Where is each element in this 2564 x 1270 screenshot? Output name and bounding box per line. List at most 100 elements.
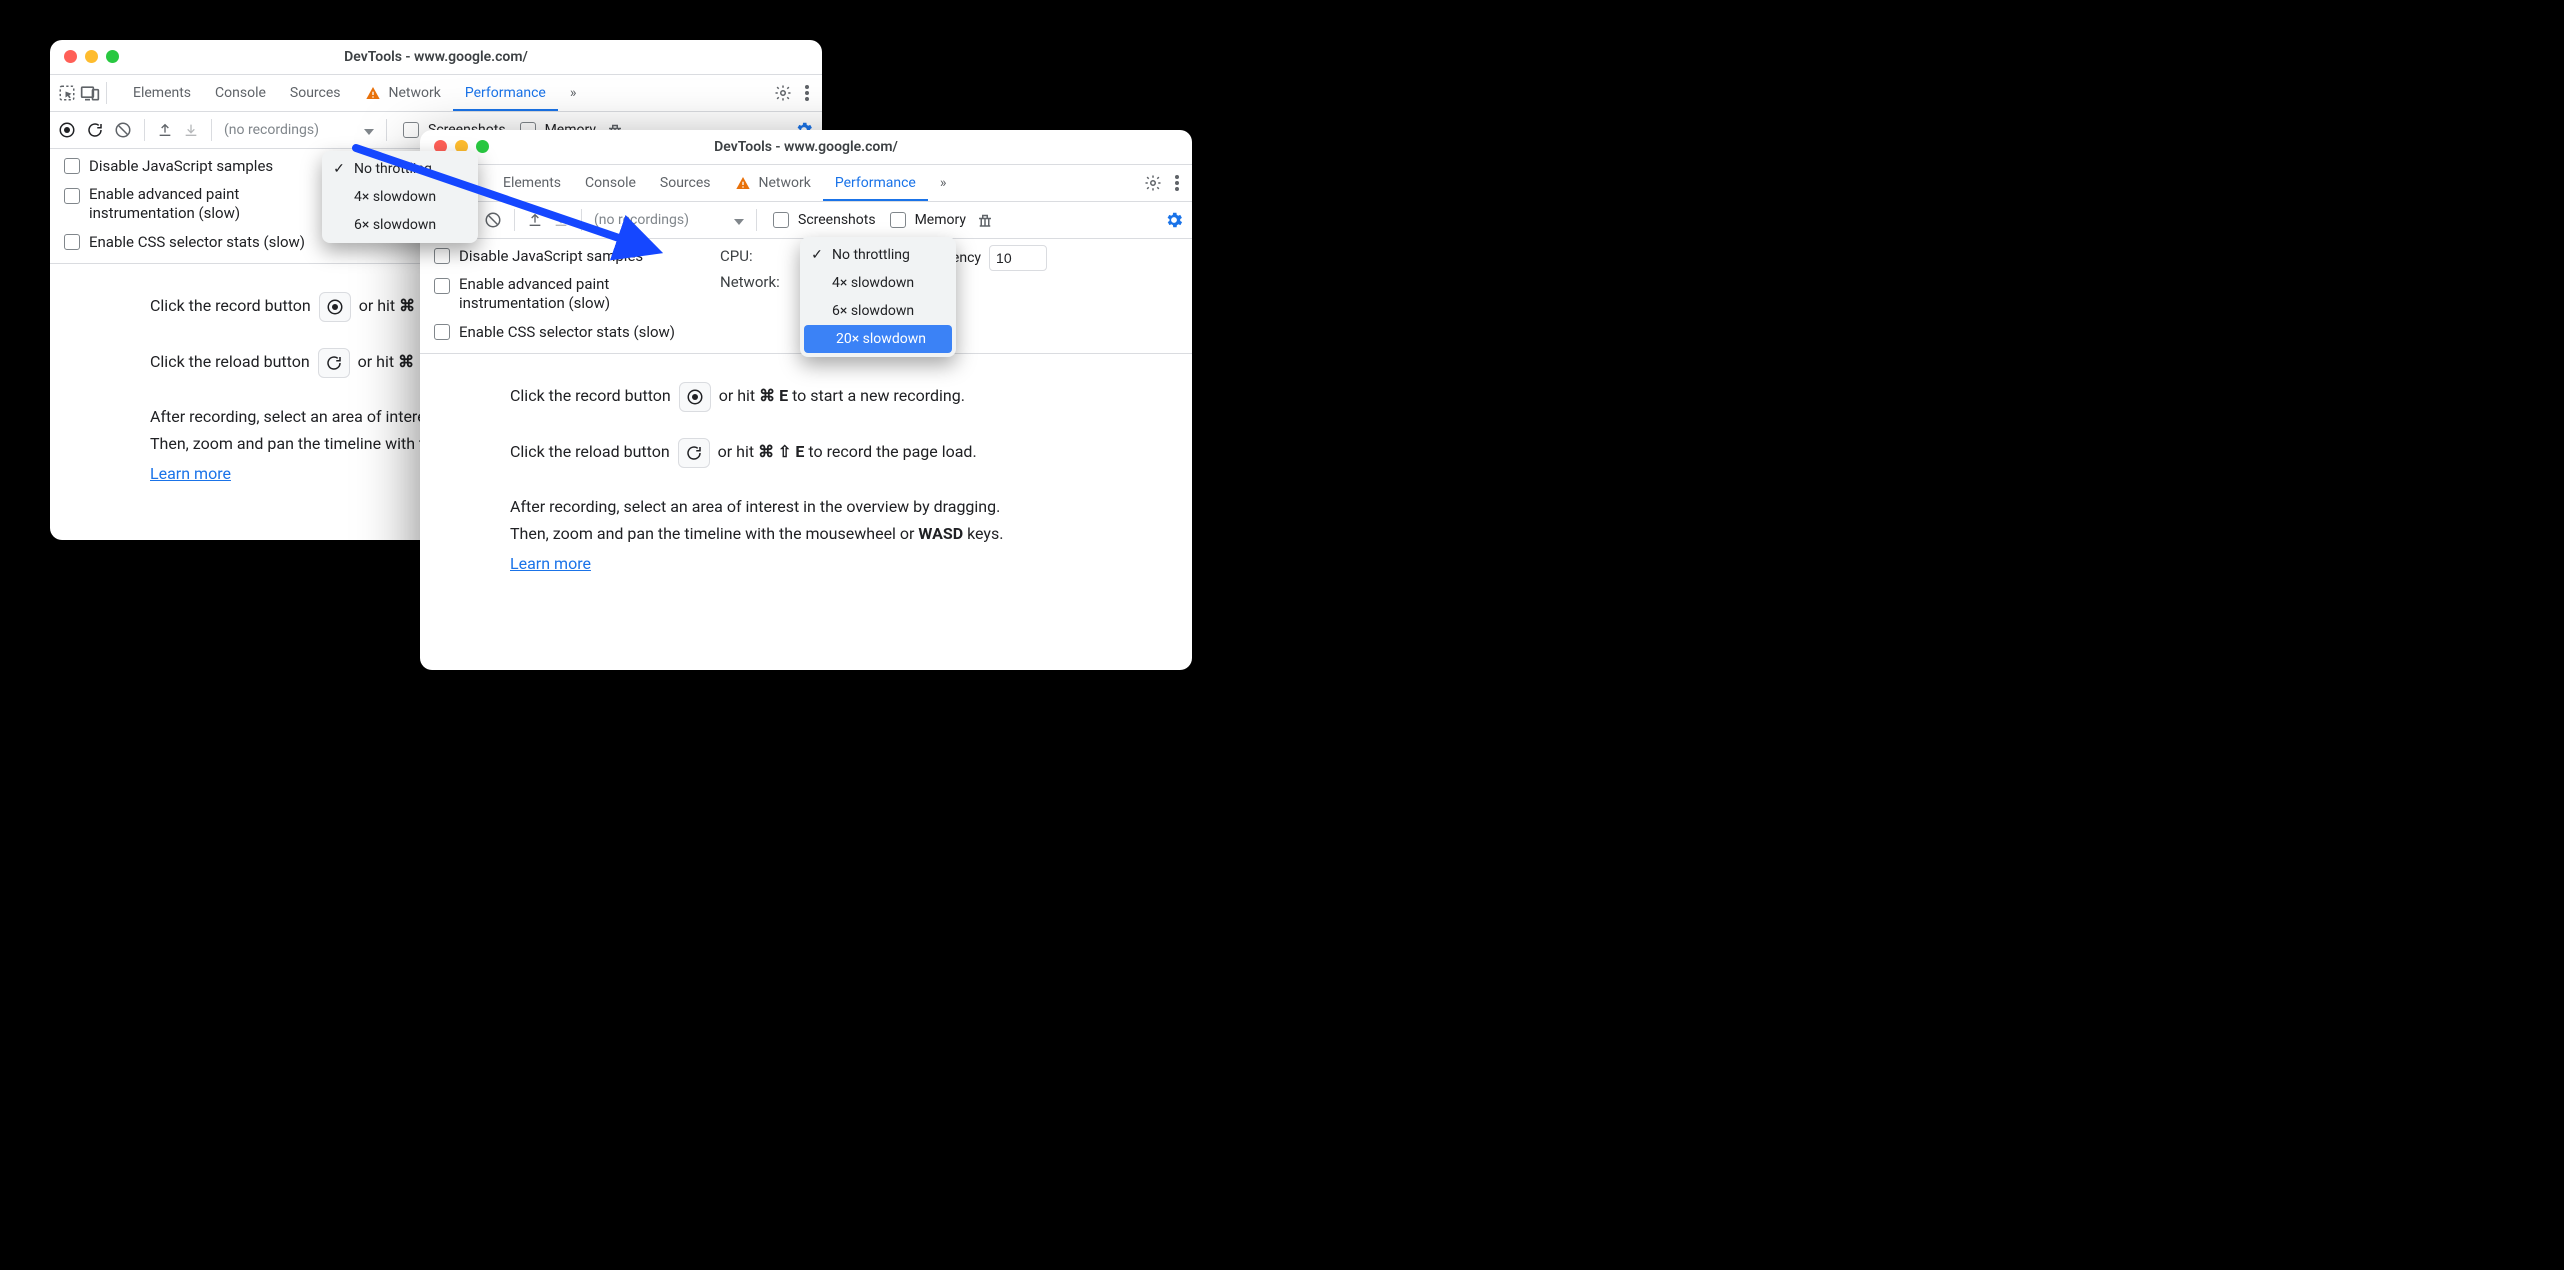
css-stats-label: Enable CSS selector stats (slow) (89, 233, 305, 251)
download-icon[interactable] (183, 121, 199, 139)
adv-paint-checkbox[interactable]: Enable advanced paint instrumentation (s… (430, 275, 690, 313)
adv-paint-input[interactable] (64, 188, 80, 204)
clear-icon[interactable] (114, 121, 132, 139)
hw-value-input[interactable] (989, 245, 1047, 271)
memory-input[interactable] (890, 212, 906, 228)
reload-button-inline[interactable] (678, 438, 710, 468)
hint-drag: After recording, select an area of inter… (510, 494, 1168, 520)
tab-elements[interactable]: Elements (491, 165, 573, 201)
recordings-label: (no recordings) (594, 212, 705, 228)
caret-down-icon (364, 121, 374, 139)
inspect-icon[interactable] (58, 84, 76, 102)
css-stats-checkbox[interactable]: Enable CSS selector stats (slow) (430, 321, 690, 343)
hint-record: Click the record button or hit ⌘ E to st… (510, 382, 1168, 412)
download-icon[interactable] (553, 211, 569, 229)
tab-sources[interactable]: Sources (648, 165, 723, 201)
upload-icon[interactable] (527, 211, 543, 229)
cpu-menu-item-label: 6× slowdown (832, 303, 914, 319)
cpu-menu-item[interactable]: 6× slowdown (322, 211, 478, 239)
kbd-reload: ⌘ ⇧ E (758, 442, 804, 461)
tab-network[interactable]: Network (723, 165, 823, 201)
zoom-icon[interactable] (476, 140, 489, 153)
titlebar[interactable]: DevTools - www.google.com/ (50, 40, 822, 75)
tab-performance[interactable]: Performance (453, 75, 558, 111)
tab-console[interactable]: Console (203, 75, 278, 111)
cpu-label: CPU: (720, 247, 780, 265)
tab-performance[interactable]: Performance (823, 165, 928, 201)
close-icon[interactable] (64, 50, 77, 63)
tab-more[interactable]: » (558, 75, 589, 111)
minimize-icon[interactable] (85, 50, 98, 63)
screenshots-input[interactable] (403, 122, 419, 138)
settings-icon[interactable] (1144, 174, 1162, 192)
tab-network-label: Network (759, 165, 811, 201)
caret-down-icon (734, 211, 744, 229)
window-title: DevTools - www.google.com/ (420, 139, 1192, 155)
cpu-menu-item[interactable]: ✓No throttling (322, 155, 478, 183)
devtools-tabbar: Elements Console Sources Network Perform… (50, 75, 822, 112)
tab-sources[interactable]: Sources (278, 75, 353, 111)
learn-more-link[interactable]: Learn more (150, 464, 231, 483)
adv-paint-input[interactable] (434, 278, 450, 294)
css-stats-label: Enable CSS selector stats (slow) (459, 323, 675, 341)
cpu-menu-item-label: 6× slowdown (354, 217, 436, 233)
recordings-select[interactable]: (no recordings) (594, 212, 744, 228)
tab-console[interactable]: Console (573, 165, 648, 201)
screenshots-checkbox[interactable]: Screenshots (769, 209, 876, 231)
tab-network[interactable]: Network (353, 75, 453, 111)
adv-paint-label: Enable advanced paint instrumentation (s… (459, 275, 659, 313)
performance-toolbar: (no recordings) Screenshots Memory (420, 202, 1192, 239)
separator (386, 119, 387, 141)
disable-js-input[interactable] (434, 248, 450, 264)
separator (581, 209, 582, 231)
cpu-menu-item[interactable]: 4× slowdown (322, 183, 478, 211)
check-icon: ✓ (810, 247, 824, 263)
learn-more-link[interactable]: Learn more (510, 554, 591, 573)
clear-icon[interactable] (484, 211, 502, 229)
reload-button-inline[interactable] (318, 348, 350, 378)
record-button-inline[interactable] (679, 382, 711, 412)
warning-icon (365, 85, 381, 101)
devtools-tabbar: Elements Console Sources Network Perform… (420, 165, 1192, 202)
hint-wasd: Then, zoom and pan the timeline with the… (510, 521, 1168, 547)
css-stats-input[interactable] (64, 234, 80, 250)
reload-icon[interactable] (86, 121, 104, 139)
record-button-inline[interactable] (319, 292, 351, 322)
recordings-label: (no recordings) (224, 122, 335, 138)
cpu-menu-item[interactable]: ✓ No throttling (800, 241, 956, 269)
garbage-collect-icon[interactable] (976, 211, 994, 229)
cpu-throttling-menu[interactable]: ✓ No throttling 4× slowdown 6× slowdown 20× … (800, 237, 956, 357)
adv-paint-checkbox[interactable]: Enable advanced paint instrumentation (s… (60, 185, 310, 223)
record-icon[interactable] (58, 121, 76, 139)
settings-icon[interactable] (774, 84, 792, 102)
cpu-throttling-menu[interactable]: ✓No throttling4× slowdown 6× slowdown (322, 151, 478, 243)
titlebar[interactable]: DevTools - www.google.com/ (420, 130, 1192, 165)
disable-js-checkbox[interactable]: Disable JavaScript samples (430, 245, 690, 267)
zoom-icon[interactable] (106, 50, 119, 63)
screenshots-input[interactable] (773, 212, 789, 228)
cpu-menu-item[interactable]: 4× slowdown (800, 269, 956, 297)
empty-state: Click the record button or hit ⌘ E to st… (420, 354, 1192, 613)
network-label: Network: (720, 273, 780, 291)
disable-js-input[interactable] (64, 158, 80, 174)
disable-js-checkbox[interactable]: Disable JavaScript samples (60, 155, 310, 177)
kebab-menu-icon[interactable] (1174, 174, 1180, 192)
css-stats-input[interactable] (434, 324, 450, 340)
memory-checkbox[interactable]: Memory (886, 209, 966, 231)
cpu-menu-item-label: 20× slowdown (836, 331, 926, 347)
recordings-select[interactable]: (no recordings) (224, 122, 374, 138)
tab-more[interactable]: » (928, 165, 959, 201)
cpu-menu-item-label: No throttling (832, 247, 910, 263)
device-toolbar-icon[interactable] (80, 84, 100, 102)
css-stats-checkbox[interactable]: Enable CSS selector stats (slow) (60, 231, 310, 253)
capture-settings-pane: Disable JavaScript samples Enable advanc… (420, 239, 1192, 354)
cpu-menu-item-label: No throttling (354, 161, 432, 177)
cpu-menu-item[interactable]: 6× slowdown (800, 297, 956, 325)
tab-elements[interactable]: Elements (121, 75, 203, 111)
devtools-window-after: DevTools - www.google.com/ Elements Cons… (420, 130, 1192, 670)
upload-icon[interactable] (157, 121, 173, 139)
kbd-record: ⌘ E (759, 386, 788, 405)
capture-settings-icon[interactable] (1164, 210, 1184, 230)
kebab-menu-icon[interactable] (804, 84, 810, 102)
cpu-menu-item[interactable]: 20× slowdown (804, 325, 952, 353)
